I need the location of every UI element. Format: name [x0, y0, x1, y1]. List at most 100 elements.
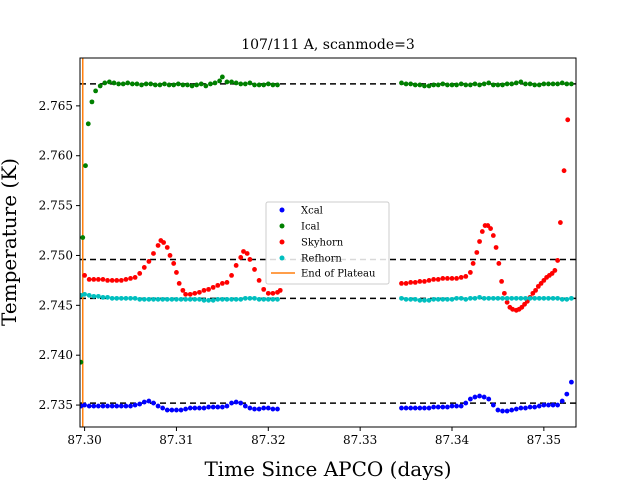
data-point	[479, 229, 485, 234]
data-point	[120, 81, 126, 87]
data-point	[169, 407, 175, 413]
data-point	[477, 239, 482, 244]
data-point	[417, 278, 423, 284]
data-point	[467, 295, 473, 301]
data-point	[164, 296, 170, 302]
data-point	[463, 82, 469, 88]
data-point	[408, 405, 414, 411]
data-point	[403, 405, 409, 411]
data-point	[93, 88, 99, 94]
data-point	[256, 278, 262, 283]
data-point	[106, 79, 112, 85]
data-point	[449, 403, 455, 409]
data-point	[454, 295, 459, 301]
data-point	[146, 296, 152, 302]
data-point	[555, 258, 561, 263]
legend-label-end-of-plateau: End of Plateau	[301, 269, 376, 280]
data-point	[123, 295, 129, 301]
data-point	[91, 403, 97, 409]
data-point	[210, 404, 216, 410]
data-point	[118, 278, 124, 283]
data-point	[208, 81, 213, 87]
data-point	[174, 407, 179, 413]
data-point	[523, 405, 528, 411]
data-point	[151, 400, 156, 406]
data-point	[141, 399, 147, 405]
data-point	[481, 394, 487, 400]
data-point	[504, 81, 510, 87]
series-xcal	[80, 379, 574, 414]
data-point	[504, 299, 510, 305]
data-point	[435, 277, 441, 282]
data-point	[408, 296, 414, 302]
data-point	[559, 296, 565, 302]
data-point	[458, 295, 464, 301]
data-point	[238, 400, 244, 406]
data-point	[105, 294, 110, 300]
data-point	[435, 296, 441, 302]
data-point	[175, 81, 181, 87]
data-point	[463, 296, 469, 302]
data-point	[217, 78, 223, 84]
y-tick-label: 2.760	[39, 149, 73, 163]
data-point	[445, 82, 450, 88]
data-point	[532, 404, 538, 410]
data-point	[504, 408, 510, 414]
data-point	[408, 279, 414, 285]
data-point	[252, 267, 257, 272]
data-point	[86, 292, 92, 298]
data-point	[197, 289, 202, 295]
data-point	[118, 403, 124, 409]
data-point	[82, 291, 87, 297]
data-point	[500, 408, 505, 414]
data-point	[435, 82, 441, 88]
data-point	[155, 296, 161, 302]
data-point	[206, 286, 211, 292]
data-point	[486, 295, 492, 301]
data-point	[513, 406, 519, 412]
data-point	[192, 296, 198, 302]
data-point	[477, 82, 482, 88]
data-point	[527, 81, 533, 87]
x-axis-label: Time Since APCO (days)	[204, 457, 451, 480]
data-point	[219, 280, 225, 286]
data-point	[501, 290, 507, 296]
data-point	[157, 82, 163, 88]
data-point	[97, 83, 103, 89]
data-point	[555, 81, 561, 87]
data-point	[536, 403, 542, 409]
data-point	[495, 407, 501, 413]
data-point	[219, 74, 225, 80]
data-point	[472, 295, 478, 301]
data-point	[233, 399, 239, 405]
data-point	[559, 80, 565, 86]
data-point	[490, 233, 496, 238]
data-point	[513, 295, 519, 301]
data-point	[114, 278, 120, 283]
data-point	[224, 403, 230, 409]
legend-marker-refhorn	[279, 255, 285, 261]
data-point	[109, 295, 115, 301]
data-point	[536, 82, 542, 88]
data-point	[510, 306, 516, 312]
data-point	[270, 296, 276, 302]
data-point	[275, 406, 280, 412]
data-point	[224, 79, 230, 85]
data-point	[523, 81, 528, 87]
data-point	[561, 168, 567, 174]
data-point	[523, 295, 528, 301]
data-point	[197, 405, 202, 411]
data-point	[496, 261, 502, 266]
data-point	[201, 297, 207, 303]
data-point	[183, 296, 189, 302]
data-point	[229, 400, 234, 406]
data-point	[242, 403, 248, 409]
data-point	[132, 402, 138, 408]
data-point	[109, 403, 115, 409]
data-point	[532, 295, 538, 301]
data-point	[100, 403, 106, 409]
data-point	[143, 81, 149, 87]
y-tick-label: 2.750	[39, 248, 73, 262]
data-point	[128, 276, 133, 281]
data-point	[509, 295, 515, 301]
